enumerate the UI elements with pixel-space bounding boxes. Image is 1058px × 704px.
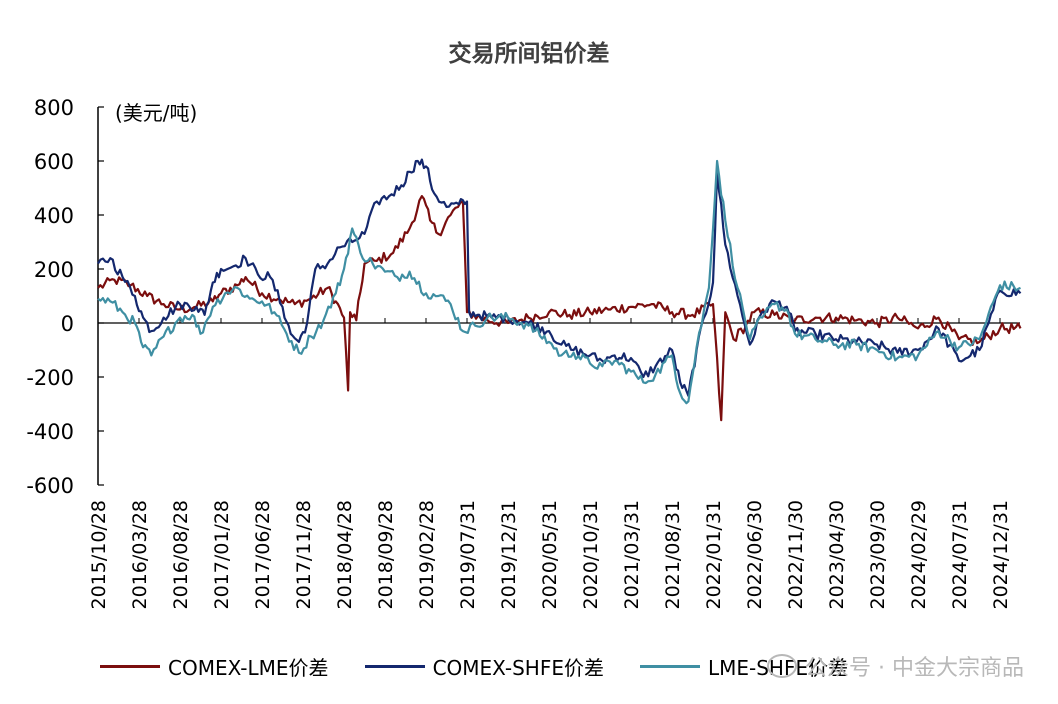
legend-swatch-lme-shfe: [640, 665, 700, 668]
x-tick-label: 2023/09/30: [867, 500, 889, 610]
x-tick-label: 2019/07/31: [457, 500, 479, 610]
legend-item-comex-shfe: COMEX-SHFE价差: [365, 652, 604, 681]
y-tick-label: 800: [34, 96, 74, 120]
x-tick-label: 2017/11/28: [293, 500, 315, 610]
watermark: 公众号 · 中金大宗商品: [767, 650, 1024, 682]
x-tick-label: 2019/02/28: [416, 500, 438, 610]
y-tick-label: -400: [26, 420, 74, 444]
x-tick-label: 2024/07/31: [949, 500, 971, 610]
series-line-0: [98, 196, 1021, 420]
series-line-1: [98, 160, 1021, 396]
x-tick-label: 2022/06/30: [744, 500, 766, 610]
legend-label-comex-shfe: COMEX-SHFE价差: [433, 652, 604, 681]
y-tick-label: 200: [34, 258, 74, 282]
x-tick-label: 2021/08/31: [662, 500, 684, 610]
x-tick-label: 2015/10/28: [88, 500, 110, 610]
legend-label-comex-lme: COMEX-LME价差: [168, 652, 329, 681]
y-tick-label: 600: [34, 150, 74, 174]
legend-swatch-comex-lme: [100, 665, 160, 668]
x-tick-label: 2018/04/28: [334, 500, 356, 610]
x-tick-label: 2024/12/31: [990, 500, 1012, 610]
x-tick-label: 2018/09/28: [375, 500, 397, 610]
x-axis: 2015/10/28 2016/03/28 2016/08/28 2017/01/28…: [88, 318, 1020, 610]
x-tick-label: 2022/01/31: [703, 500, 725, 610]
watermark-text: 公众号 · 中金大宗商品: [805, 650, 1024, 682]
series-line-2: [98, 161, 1021, 403]
x-tick-label: 2017/06/28: [252, 500, 274, 610]
x-tick-label: 2024/02/29: [908, 500, 930, 610]
x-tick-label: 2021/03/31: [621, 500, 643, 610]
x-tick-label: 2019/12/31: [498, 500, 520, 610]
y-tick-label: 0: [61, 312, 74, 336]
series-layer: [98, 160, 1021, 421]
y-tick-label: -600: [26, 474, 74, 498]
y-tick-label: 400: [34, 204, 74, 228]
wechat-icon: [767, 654, 797, 678]
x-tick-label: 2016/08/28: [170, 500, 192, 610]
y-axis: 800 600 400 200 0 -200 -400 -600: [26, 96, 104, 498]
y-axis-unit-label: (美元/吨): [115, 101, 197, 125]
x-tick-label: 2023/04/30: [826, 500, 848, 610]
x-tick-label: 2017/01/28: [211, 500, 233, 610]
legend-swatch-comex-shfe: [365, 665, 425, 668]
legend-item-comex-lme: COMEX-LME价差: [100, 652, 329, 681]
x-tick-label: 2020/05/31: [539, 500, 561, 610]
x-tick-label: 2020/10/31: [580, 500, 602, 610]
x-tick-label: 2016/03/28: [129, 500, 151, 610]
y-tick-label: -200: [26, 366, 74, 390]
x-tick-label: 2022/11/30: [785, 500, 807, 610]
line-chart: (美元/吨) 800 600 400 200 0 -200 -400 -600 2015/10…: [0, 0, 1058, 704]
